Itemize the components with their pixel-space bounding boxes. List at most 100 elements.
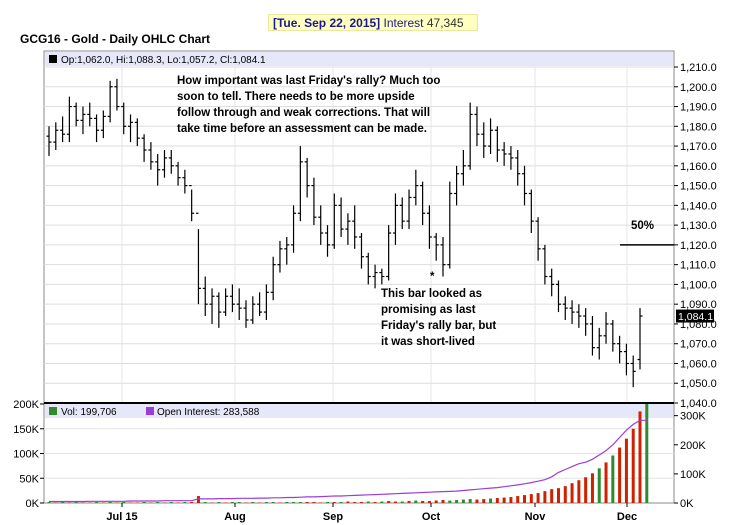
volume-bar <box>271 502 275 503</box>
ohlc-bar <box>182 169 188 194</box>
volume-bar <box>190 502 194 503</box>
volume-axis-left: 0K 50K 100K 150K 200K <box>13 399 44 510</box>
volume-bar <box>156 502 160 503</box>
ohlc-bar <box>494 126 500 162</box>
open-interest-tick-label: 0K <box>680 498 694 510</box>
ohlc-bar <box>501 142 507 166</box>
volume-bar <box>346 501 350 503</box>
volume-bar <box>122 502 126 503</box>
volume-bar <box>461 499 465 503</box>
ohlc-bar <box>467 102 473 170</box>
time-tick-label: Jul 15 <box>106 511 137 523</box>
ohlc-bar <box>420 181 426 226</box>
volume-bar <box>251 502 255 503</box>
volume-bar <box>47 502 51 503</box>
price-tick-label: 1,200.0 <box>680 82 717 94</box>
volume-bars <box>47 404 649 503</box>
annotation-line-2: soon to tell. There needs to be more ups… <box>177 91 415 103</box>
volume-bar <box>359 502 363 503</box>
ohlc-bar <box>53 122 59 151</box>
header-interest-value: 47,345 <box>426 16 464 30</box>
ohlc-bar <box>583 308 589 336</box>
time-tick-label: Sep <box>323 511 343 523</box>
volume-bar <box>556 488 560 503</box>
ohlc-bar <box>229 284 235 313</box>
ohlc-bar <box>447 181 453 269</box>
volume-bar <box>455 500 459 503</box>
secondary-annotation-line-3: Friday's rally bar, but <box>381 320 496 332</box>
volume-bar <box>95 502 99 503</box>
ohlc-bar <box>277 240 283 273</box>
price-panel <box>43 50 675 404</box>
price-tick-label: 1,100.0 <box>680 279 717 291</box>
ohlc-bar <box>297 146 303 222</box>
open-interest-tick-label: 300K <box>680 411 706 423</box>
interest-header: [Tue. Sep 22, 2015] Interest 47,345 <box>268 14 478 31</box>
ohlc-bar <box>291 205 297 253</box>
ohlc-bar <box>223 288 229 317</box>
price-tick-label: 1,110.0 <box>680 260 716 272</box>
ohlc-bar <box>345 213 351 245</box>
volume-bar <box>142 502 146 503</box>
price-tick-label: 1,190.0 <box>680 102 717 114</box>
volume-bar <box>196 496 200 503</box>
volume-bar <box>230 502 234 503</box>
volume-bar <box>577 480 581 503</box>
volume-bar <box>645 404 649 503</box>
ohlc-bar <box>250 296 256 324</box>
volume-bar <box>624 438 628 503</box>
ohlc-bar <box>542 244 548 285</box>
open-interest-axis-right: 0K 100K 200K 300K <box>674 411 706 510</box>
ohlc-bar <box>549 268 555 297</box>
open-interest-line <box>49 419 647 503</box>
volume-bar <box>523 495 527 503</box>
volume-tick-label: 100K <box>13 449 39 461</box>
volume-bar <box>387 501 391 503</box>
price-legend-bar <box>45 52 673 66</box>
volume-bar <box>448 500 452 503</box>
volume-bar <box>339 502 343 503</box>
ohlc-bar <box>535 217 541 261</box>
ohlc-bar <box>325 225 331 257</box>
header-interest-label: Interest <box>383 16 424 30</box>
volume-bar <box>332 502 336 503</box>
ohlc-bars <box>46 78 643 388</box>
ohlc-bar <box>168 150 174 174</box>
ohlc-bar <box>365 252 371 285</box>
ohlc-bar <box>311 177 317 226</box>
volume-bar <box>61 502 65 503</box>
price-tick-label: 1,090.0 <box>680 299 717 311</box>
ohlc-bar <box>488 118 494 154</box>
volume-bar <box>285 502 289 503</box>
ohlc-bar <box>331 193 337 249</box>
price-tick-label: 1,140.0 <box>680 200 717 212</box>
volume-bar <box>502 497 506 503</box>
ohlc-bar <box>426 205 432 249</box>
volume-tick-label: 50K <box>19 473 39 485</box>
ohlc-bar <box>522 165 528 206</box>
ohlc-bar <box>270 256 276 301</box>
price-gridlines <box>44 66 674 404</box>
volume-bar <box>529 494 533 503</box>
volume-bar <box>618 447 622 503</box>
volume-bar <box>638 411 642 503</box>
volume-legend-text: Vol: 199,706 <box>61 407 117 418</box>
ohlc-bar <box>243 300 249 328</box>
volume-bar <box>407 501 411 503</box>
ohlc-bar <box>596 327 602 360</box>
price-tick-label: 1,160.0 <box>680 161 717 173</box>
ohlc-bar <box>508 146 514 170</box>
price-tick-label: 1,130.0 <box>680 220 717 232</box>
volume-bar <box>393 501 397 503</box>
volume-bar <box>536 493 540 503</box>
price-tick-label: 1,180.0 <box>680 121 717 133</box>
ohlc-bar <box>284 236 290 265</box>
ohlc-bar <box>474 106 480 147</box>
ohlc-bar <box>195 212 201 305</box>
annotation-line-3: follow through and weak corrections. Tha… <box>177 107 430 119</box>
open-interest-tick-label: 200K <box>680 440 706 452</box>
ohlc-bar <box>481 122 487 158</box>
volume-bar <box>217 502 221 503</box>
volume-bar <box>441 500 445 503</box>
